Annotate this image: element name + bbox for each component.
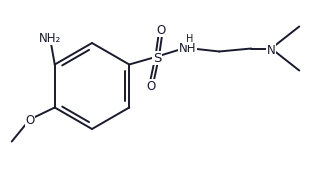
Text: O: O — [156, 23, 166, 37]
Text: NH: NH — [178, 42, 196, 55]
Text: S: S — [153, 52, 161, 65]
Text: N: N — [267, 44, 276, 57]
Text: H: H — [185, 34, 193, 45]
Text: O: O — [147, 80, 156, 93]
Text: O: O — [25, 114, 34, 128]
Text: NH₂: NH₂ — [39, 31, 61, 45]
